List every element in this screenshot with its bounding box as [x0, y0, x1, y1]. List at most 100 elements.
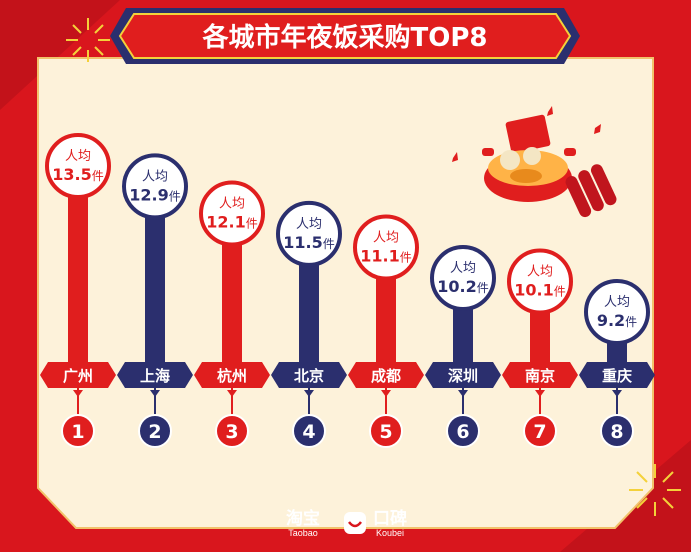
- koubei-logo-icon: [344, 512, 366, 534]
- rank-pointer: [535, 390, 545, 397]
- rank-pointer: [73, 390, 83, 397]
- rank-number: 5: [379, 421, 392, 443]
- rank-number: 3: [225, 421, 238, 443]
- bar-bubble: [584, 279, 650, 345]
- city-label-tab: [647, 362, 655, 388]
- city-label-tab: [339, 362, 347, 388]
- value-prefix-label: 人均: [296, 217, 322, 232]
- bar-bubble: [45, 133, 111, 199]
- koubei-logo: 口碑 Koubei: [368, 511, 412, 538]
- bar-bubble: [353, 214, 419, 281]
- city-label-bg: [48, 362, 108, 388]
- city-label-bg: [125, 362, 185, 388]
- category-label: 广州: [63, 367, 93, 385]
- value-prefix-label: 人均: [450, 261, 476, 276]
- bar: [145, 186, 165, 362]
- value-prefix-label: 人均: [65, 149, 91, 164]
- city-label-tab: [40, 362, 48, 388]
- city-label-bg: [279, 362, 339, 388]
- data-label: 13.5件: [52, 165, 104, 184]
- data-label: 10.1件: [514, 280, 566, 299]
- city-label-bg: [202, 362, 262, 388]
- city-label-bg: [587, 362, 647, 388]
- rank-badge: [61, 414, 95, 448]
- city-label-tab: [579, 362, 587, 388]
- koubei-logo-text: 口碑: [373, 509, 407, 529]
- city-label-bg: [356, 362, 416, 388]
- data-label: 10.2件: [437, 277, 489, 296]
- rank-badge: [600, 414, 634, 448]
- value-prefix-label: 人均: [219, 197, 245, 212]
- city-label-tab: [271, 362, 279, 388]
- rank-badge: [369, 414, 403, 448]
- city-label-tab: [502, 362, 510, 388]
- sparkle-icon: [452, 106, 601, 162]
- frame-corner-tl: [0, 0, 120, 110]
- rank-pointer: [612, 390, 622, 397]
- bar: [68, 166, 88, 362]
- city-label-tab: [117, 362, 125, 388]
- rank-pointer: [458, 390, 468, 397]
- data-label: 11.1件: [360, 246, 412, 265]
- data-label: 12.9件: [129, 185, 181, 204]
- rank-badge: [138, 414, 172, 448]
- rank-pointer: [227, 390, 237, 397]
- data-label: 9.2件: [597, 311, 637, 330]
- category-label: 南京: [525, 367, 555, 385]
- city-label-tab: [262, 362, 270, 388]
- value-prefix-label: 人均: [527, 264, 553, 279]
- value-prefix-label: 人均: [142, 169, 168, 184]
- city-label-bg: [433, 362, 493, 388]
- taobao-logo-text: 淘宝: [286, 509, 320, 529]
- koubei-logo-subtext: Koubei: [375, 528, 405, 538]
- category-label: 深圳: [448, 367, 478, 385]
- city-label-tab: [493, 362, 501, 388]
- category-label: 成都: [371, 367, 401, 385]
- sausage-icon: [565, 164, 617, 218]
- chart-title: 各城市年夜饭采购TOP8: [202, 22, 488, 53]
- category-label: 北京: [294, 367, 324, 385]
- rank-number: 6: [456, 421, 469, 443]
- bar-bubble: [507, 248, 573, 315]
- bar-bubble: [122, 153, 188, 220]
- hotpot-icon: [482, 114, 576, 202]
- city-label-tab: [570, 362, 578, 388]
- data-label: 12.1件: [206, 213, 258, 232]
- taobao-logo: 淘宝 Taobao: [278, 511, 328, 538]
- value-prefix-label: 人均: [604, 295, 630, 310]
- rank-number: 8: [610, 421, 623, 443]
- city-label-tab: [416, 362, 424, 388]
- city-label-tab: [348, 362, 356, 388]
- firework-icon: [66, 18, 110, 62]
- bar: [222, 213, 242, 362]
- rank-pointer: [381, 390, 391, 397]
- city-label-tab: [108, 362, 116, 388]
- category-label: 重庆: [602, 367, 632, 385]
- category-label: 杭州: [217, 367, 247, 385]
- city-label-tab: [425, 362, 433, 388]
- rank-number: 1: [71, 421, 84, 443]
- bar-bubble: [199, 180, 265, 247]
- rank-pointer: [304, 390, 314, 397]
- bar-bubble: [430, 245, 496, 312]
- rank-badge: [292, 414, 326, 448]
- rank-badge: [215, 414, 249, 448]
- value-prefix-label: 人均: [373, 230, 399, 245]
- rank-badge: [446, 414, 480, 448]
- city-label-tab: [185, 362, 193, 388]
- rank-number: 4: [302, 421, 315, 443]
- rank-number: 2: [148, 421, 161, 443]
- title-banner-inner: [118, 13, 572, 59]
- bar-bubble: [276, 200, 342, 267]
- data-label: 11.5件: [283, 233, 335, 252]
- category-label: 上海: [140, 367, 170, 385]
- rank-number: 7: [533, 421, 546, 443]
- taobao-logo-subtext: Taobao: [288, 528, 318, 538]
- rank-pointer: [150, 390, 160, 397]
- city-label-bg: [510, 362, 570, 388]
- city-label-tab: [194, 362, 202, 388]
- rank-badge: [523, 414, 557, 448]
- firework-icon: [629, 464, 681, 516]
